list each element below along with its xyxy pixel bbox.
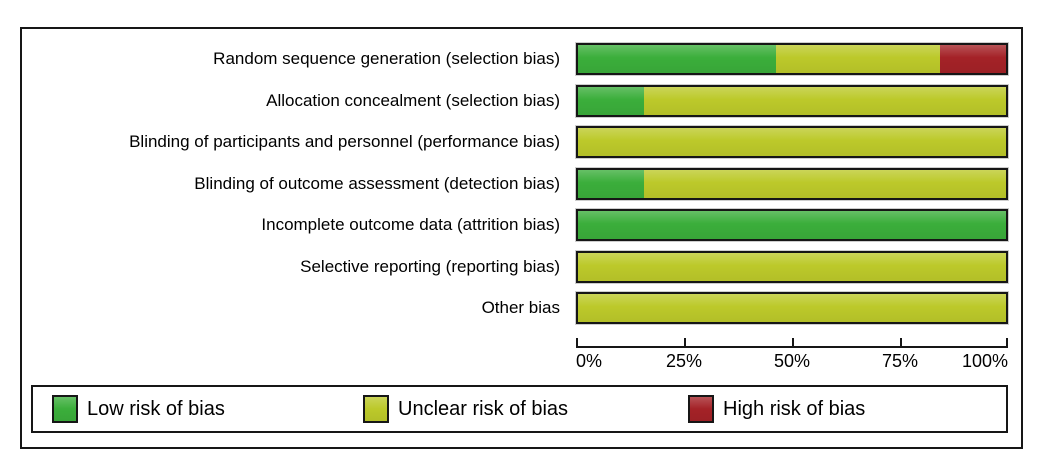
legend-color-swatch-icon (688, 395, 714, 423)
chart-row: Random sequence generation (selection bi… (22, 43, 1021, 75)
bar-segment-unclear-risk-of-bias (775, 45, 941, 73)
x-axis-tick-label: 50% (773, 351, 811, 371)
risk-of-bias-chart-frame: Random sequence generation (selection bi… (20, 27, 1023, 449)
category-label: Allocation concealment (selection bias) (266, 90, 560, 110)
chart-row: Blinding of outcome assessment (detectio… (22, 167, 1021, 200)
stacked-bar (576, 292, 1008, 324)
stacked-bar (576, 43, 1008, 75)
legend-label: Unclear risk of bias (398, 398, 569, 420)
bar-segment-unclear-risk-of-bias (578, 294, 1006, 322)
x-axis-tick-label: 25% (665, 351, 703, 371)
x-axis-tick-mark (900, 338, 902, 348)
category-label: Random sequence generation (selection bi… (213, 49, 560, 68)
bar-segment-unclear-risk-of-bias (578, 128, 1006, 156)
chart-row: Selective reporting (reporting bias) (22, 250, 1021, 283)
category-label: Blinding of participants and personnel (… (129, 132, 560, 151)
x-axis-tick-label: 100% (961, 351, 1008, 371)
category-label: Other bias (481, 298, 560, 317)
stacked-bar (576, 126, 1008, 158)
chart-area: Random sequence generation (selection bi… (22, 29, 1021, 447)
chart-row: Blinding of participants and personnel (… (22, 126, 1021, 158)
bar-segment-low-risk-of-bias (578, 169, 644, 198)
category-label: Selective reporting (reporting bias) (300, 256, 560, 276)
legend-label: Low risk of bias (87, 398, 225, 420)
bar-segment-low-risk-of-bias (578, 86, 644, 115)
bar-segment-unclear-risk-of-bias (643, 169, 1006, 198)
bar-segment-unclear-risk-of-bias (643, 86, 1006, 115)
bar-segment-high-risk-of-bias (940, 45, 1006, 73)
x-axis-tick-mark (684, 338, 686, 348)
x-axis-tick-label: 0% (576, 351, 603, 371)
x-axis-tick-mark (576, 338, 578, 348)
chart-row: Incomplete outcome data (attrition bias) (22, 209, 1021, 241)
chart-row: Other bias (22, 292, 1021, 324)
category-label: Blinding of outcome assessment (detectio… (194, 173, 560, 193)
stacked-bar (576, 167, 1008, 200)
legend-box: Low risk of bias Unclear risk of bias Hi… (31, 385, 1008, 433)
x-axis-tick-label: 75% (881, 351, 919, 371)
stacked-bar (576, 209, 1008, 241)
x-axis-tick-mark (1006, 338, 1008, 348)
legend-color-swatch-icon (363, 395, 389, 423)
stacked-bar (576, 250, 1008, 283)
bar-segment-low-risk-of-bias (578, 211, 1006, 239)
chart-row: Allocation concealment (selection bias) (22, 84, 1021, 117)
x-axis-tick-mark (792, 338, 794, 348)
legend-label: High risk of bias (723, 398, 866, 420)
bar-segment-unclear-risk-of-bias (578, 252, 1006, 281)
bar-segment-low-risk-of-bias (578, 45, 776, 73)
stacked-bar (576, 84, 1008, 117)
category-label: Incomplete outcome data (attrition bias) (261, 215, 560, 234)
legend-color-swatch-icon (52, 395, 78, 423)
